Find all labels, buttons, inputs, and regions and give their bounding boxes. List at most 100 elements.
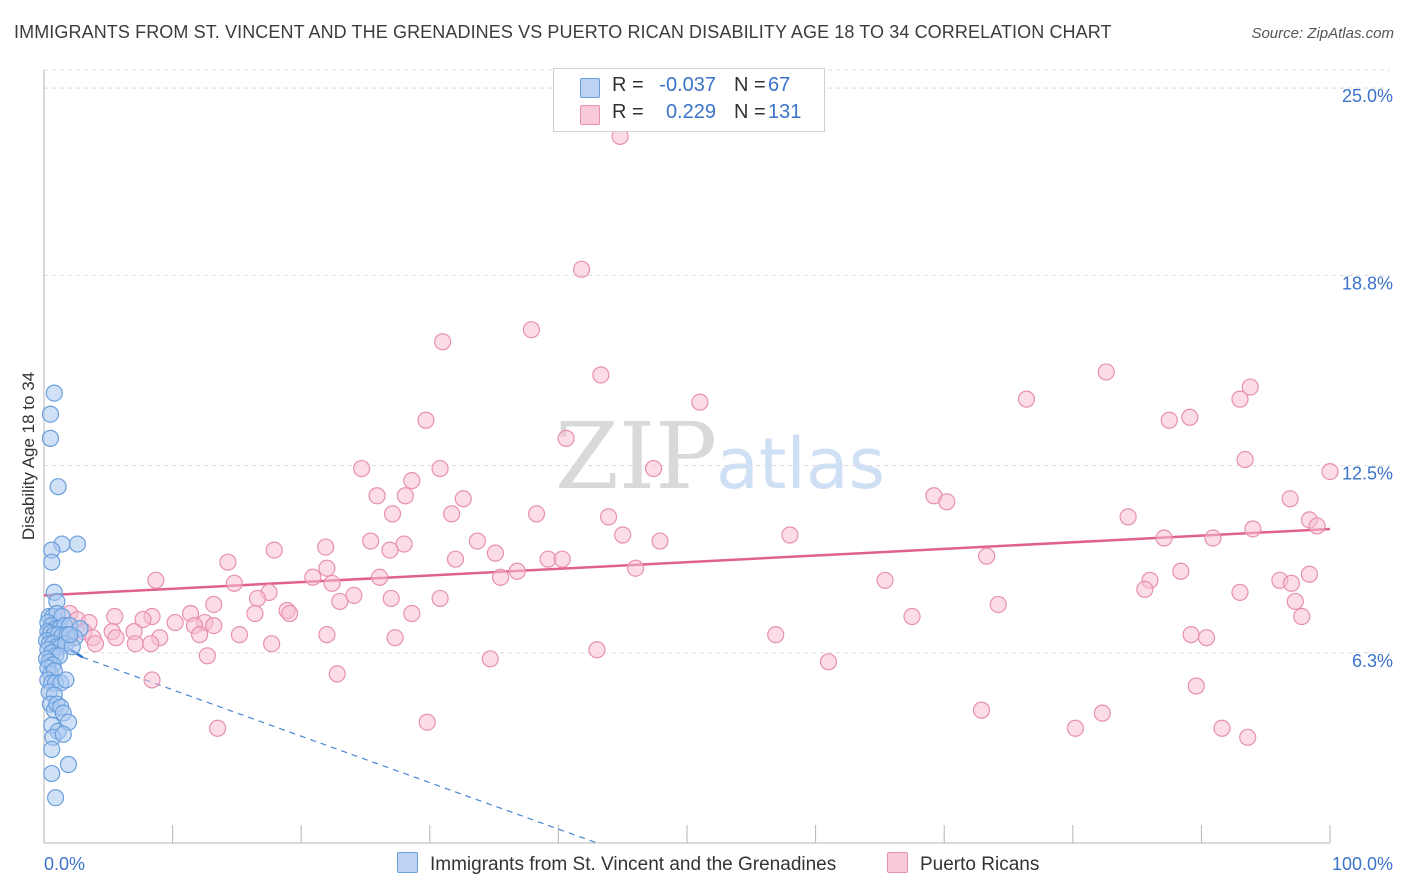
point-puerto-ricans bbox=[147, 571, 165, 589]
point-puerto-ricans bbox=[508, 562, 526, 580]
point-puerto-ricans bbox=[403, 604, 421, 623]
y-tick-label: 25.0% bbox=[1342, 86, 1393, 106]
point-puerto-ricans bbox=[468, 532, 486, 550]
legend-swatch-pink bbox=[887, 852, 908, 873]
point-puerto-ricans bbox=[527, 505, 546, 523]
point-puerto-ricans bbox=[225, 574, 243, 592]
grid-lines bbox=[44, 69, 1390, 654]
n-label: N = bbox=[734, 101, 766, 123]
point-puerto-ricans bbox=[903, 607, 921, 626]
point-puerto-ricans bbox=[107, 629, 125, 647]
point-puerto-ricans bbox=[106, 607, 124, 626]
y-tick-label: 6.3% bbox=[1352, 651, 1393, 671]
point-puerto-ricans bbox=[1155, 529, 1173, 547]
point-puerto-ricans bbox=[1282, 574, 1301, 592]
point-puerto-ricans bbox=[230, 626, 249, 644]
point-puerto-ricans bbox=[481, 650, 499, 668]
point-puerto-ricans bbox=[599, 508, 618, 526]
point-puerto-ricans bbox=[651, 532, 669, 550]
point-puerto-ricans bbox=[1321, 462, 1339, 481]
y-axis-label: Disability Age 18 to 34 bbox=[19, 372, 38, 540]
r-value: -0.037 bbox=[659, 74, 716, 96]
point-puerto-ricans bbox=[403, 472, 421, 490]
point-puerto-ricans bbox=[1119, 508, 1137, 526]
point-puerto-ricans bbox=[781, 526, 799, 544]
point-immigrants bbox=[61, 626, 79, 644]
point-puerto-ricans bbox=[431, 589, 449, 608]
watermark-zip: ZIP bbox=[555, 403, 717, 510]
point-puerto-ricans bbox=[1181, 408, 1199, 426]
point-puerto-ricans bbox=[434, 333, 452, 351]
x-tick-label: 100.0% bbox=[1332, 854, 1393, 874]
point-puerto-ricans bbox=[86, 635, 105, 653]
point-puerto-ricans bbox=[1204, 529, 1222, 547]
point-puerto-ricans bbox=[614, 526, 632, 544]
point-puerto-ricans bbox=[454, 490, 472, 508]
point-puerto-ricans bbox=[1066, 719, 1084, 737]
point-puerto-ricans bbox=[486, 544, 504, 562]
legend-swatch-blue bbox=[580, 78, 600, 98]
point-puerto-ricans bbox=[938, 493, 956, 511]
point-puerto-ricans bbox=[972, 701, 991, 719]
point-puerto-ricans bbox=[978, 547, 996, 565]
point-puerto-ricans bbox=[417, 411, 435, 429]
point-puerto-ricans bbox=[246, 604, 264, 623]
point-puerto-ricans bbox=[431, 459, 449, 478]
point-puerto-ricans bbox=[1244, 520, 1262, 538]
point-puerto-ricans bbox=[592, 366, 610, 384]
point-puerto-ricans bbox=[1097, 363, 1115, 381]
point-puerto-ricans bbox=[1231, 583, 1249, 601]
point-puerto-ricans bbox=[323, 574, 341, 592]
point-puerto-ricans bbox=[362, 532, 380, 550]
point-puerto-ricans bbox=[134, 610, 152, 629]
point-puerto-ricans bbox=[386, 629, 404, 647]
point-puerto-ricans bbox=[328, 665, 346, 683]
point-puerto-ricans bbox=[345, 586, 363, 604]
legend-row-puerto-ricans: R = 0.229 N = 131 bbox=[554, 101, 824, 127]
point-immigrants bbox=[68, 535, 87, 553]
point-puerto-ricans bbox=[1093, 704, 1111, 722]
point-puerto-ricans bbox=[1136, 580, 1154, 598]
point-puerto-ricans bbox=[588, 641, 606, 659]
series-legend: Immigrants from St. Vincent and the Gren… bbox=[0, 852, 1406, 878]
legend-label: Puerto Ricans bbox=[920, 854, 1040, 875]
correlation-legend: R = -0.037 N = 67 R = 0.229 N = 131 bbox=[553, 68, 825, 132]
point-immigrants bbox=[57, 671, 75, 689]
legend-item-immigrants[interactable]: Immigrants from St. Vincent and the Gren… bbox=[397, 852, 836, 876]
point-puerto-ricans bbox=[767, 626, 785, 644]
point-puerto-ricans bbox=[1017, 390, 1036, 408]
point-puerto-ricans bbox=[1231, 390, 1249, 408]
point-puerto-ricans bbox=[557, 429, 575, 447]
point-puerto-ricans bbox=[1187, 677, 1205, 695]
chart-title: IMMIGRANTS FROM ST. VINCENT AND THE GREN… bbox=[14, 22, 1112, 42]
point-immigrants bbox=[43, 740, 61, 758]
point-puerto-ricans bbox=[572, 260, 591, 278]
point-puerto-ricans bbox=[209, 719, 227, 737]
point-puerto-ricans bbox=[1236, 450, 1254, 469]
point-puerto-ricans bbox=[142, 635, 160, 653]
point-puerto-ricans bbox=[263, 635, 281, 653]
legend-swatch-blue bbox=[397, 852, 418, 873]
point-puerto-ricans bbox=[989, 595, 1007, 614]
point-puerto-ricans bbox=[126, 635, 144, 653]
point-puerto-ricans bbox=[1281, 490, 1299, 508]
r-label: R = bbox=[612, 74, 644, 96]
point-puerto-ricans bbox=[446, 550, 465, 568]
point-puerto-ricans bbox=[395, 535, 413, 553]
y-tick-label: 18.8% bbox=[1342, 273, 1393, 293]
point-puerto-ricans bbox=[1300, 565, 1319, 583]
point-puerto-ricans bbox=[265, 541, 283, 559]
point-puerto-ricans bbox=[331, 592, 349, 611]
point-puerto-ricans bbox=[418, 713, 436, 731]
legend-item-puerto-ricans[interactable]: Puerto Ricans bbox=[887, 852, 1039, 876]
point-puerto-ricans bbox=[443, 505, 461, 523]
watermark-atlas: atlas bbox=[716, 423, 885, 505]
point-puerto-ricans bbox=[819, 653, 838, 671]
point-puerto-ricans bbox=[191, 626, 209, 644]
point-puerto-ricans bbox=[143, 671, 161, 689]
point-immigrants bbox=[41, 405, 60, 423]
legend-label: Immigrants from St. Vincent and the Gren… bbox=[430, 854, 837, 875]
r-value: 0.229 bbox=[665, 101, 716, 123]
point-immigrants bbox=[49, 478, 67, 496]
